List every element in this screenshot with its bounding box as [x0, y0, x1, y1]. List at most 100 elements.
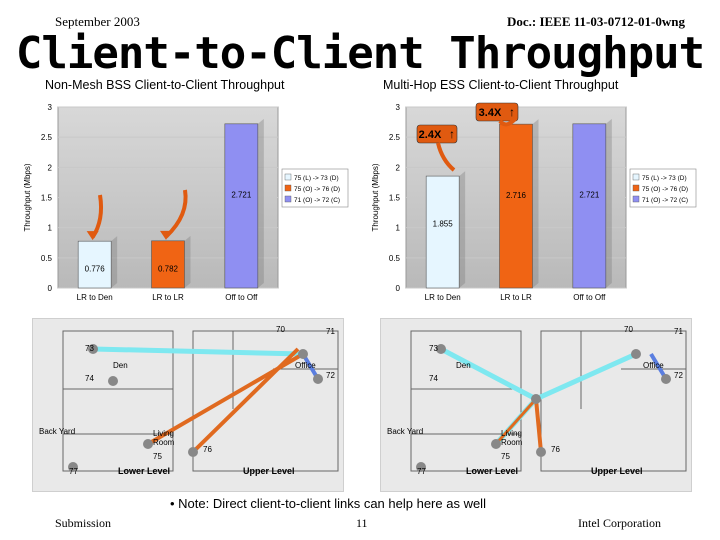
y-tick-label: 0.5: [41, 254, 53, 263]
footer-company: Intel Corporation: [578, 516, 661, 530]
bar: [151, 240, 185, 289]
legend-box: [281, 168, 349, 208]
bar: [425, 175, 460, 289]
node-71: 71: [674, 327, 683, 336]
y-tick-label: 1: [396, 224, 401, 233]
bar-value-label: 1.855: [433, 219, 454, 228]
bar-side: [111, 236, 118, 288]
legend-entry: 71 (O) -> 72 (C): [642, 197, 688, 204]
x-tick-label: Off to Off: [225, 293, 258, 302]
y-axis-label: Throughput (Mbps): [23, 163, 32, 231]
legend-swatch: [632, 195, 640, 203]
legend-entry: 75 (L) -> 73 (D): [294, 175, 339, 182]
note-text: • Note: Direct client-to-client links ca…: [170, 496, 486, 511]
up-arrow-icon: ↑: [509, 105, 515, 119]
legend-swatch: [632, 184, 640, 192]
footer-submission: Submission: [55, 516, 112, 530]
living-room-label: Living Room: [153, 429, 175, 447]
bar-side: [459, 171, 466, 288]
footer-page-number: 11: [356, 516, 368, 530]
bar: [499, 123, 533, 289]
callout-box: [475, 102, 519, 122]
bar-value-label: 2.721: [231, 191, 252, 200]
up-arrow-icon: ↑: [449, 127, 455, 141]
legend-swatch: [284, 195, 292, 203]
node-73: 73: [429, 344, 438, 353]
den-label: Den: [113, 361, 128, 370]
date-label: September 2003: [55, 14, 140, 29]
back-yard-label: Back Yard: [387, 427, 424, 436]
y-tick-label: 3: [48, 103, 53, 112]
bar-value-label: 2.716: [506, 191, 527, 200]
node-77: 77: [417, 467, 426, 476]
bar-value-label: 2.721: [579, 191, 600, 200]
chart-1-title: Non-Mesh BSS Client-to-Client Throughput: [45, 78, 285, 92]
chart-2-title: Multi-Hop ESS Client-to-Client Throughpu…: [383, 78, 619, 92]
annotation-arrow: [498, 116, 518, 127]
office-label: Office: [643, 361, 664, 370]
x-tick-label: LR to LR: [152, 293, 184, 302]
node-75: 75: [501, 452, 510, 461]
node-74: 74: [429, 374, 438, 383]
den-label: Den: [456, 361, 471, 370]
y-tick-label: 2: [396, 163, 401, 172]
living-room-label: Living Room: [501, 429, 523, 447]
floorplan-right: 70 71 73 Den 74 72 Office Back Yard Livi…: [380, 318, 692, 492]
x-tick-label: Off to Off: [573, 293, 606, 302]
upper-level-label: Upper Level: [243, 466, 295, 476]
document-id: Doc.: IEEE 11-03-0712-01-0wng: [506, 14, 685, 29]
node-76: 76: [203, 445, 212, 454]
legend-entry: 75 (L) -> 73 (D): [642, 175, 687, 182]
node-74: 74: [85, 374, 94, 383]
lower-level-label: Lower Level: [118, 466, 171, 476]
floorplan-left-drawing: [62, 330, 339, 472]
node-71: 71: [326, 327, 335, 336]
node-70: 70: [624, 325, 633, 334]
x-tick-label: LR to Den: [77, 293, 113, 302]
legend-entry: 75 (O) -> 76 (D): [642, 186, 688, 193]
slide-title: Client-to-Client Throughput: [15, 28, 705, 79]
legend-box: [629, 168, 697, 208]
y-tick-label: 2: [48, 163, 53, 172]
y-tick-label: 1: [48, 224, 53, 233]
y-tick-label: 0: [396, 284, 401, 293]
callout-2-4x: 2.4X: [419, 129, 442, 141]
node-73: 73: [85, 344, 94, 353]
node-75: 75: [153, 452, 162, 461]
upper-level-label: Upper Level: [591, 466, 643, 476]
node-77: 77: [69, 467, 78, 476]
bar: [572, 123, 607, 289]
x-tick-label: LR to Den: [425, 293, 461, 302]
bar-side: [532, 119, 539, 288]
y-tick-label: 1.5: [389, 194, 401, 203]
y-tick-label: 0: [48, 284, 53, 293]
non-mesh-bar-chart: 0 0.5 1 1.5 2 2.5 3 Throughput (Mbps) 0.776 LR to…: [23, 103, 349, 302]
node-76: 76: [551, 445, 560, 454]
bar-side: [605, 118, 612, 288]
legend-swatch: [284, 173, 292, 181]
y-axis-label: Throughput (Mbps): [371, 163, 380, 231]
bar-value-label: 0.776: [85, 265, 106, 274]
floorplan-left: 70 71 73 Den 74 72 Office Back Yard Livi…: [32, 318, 344, 492]
multi-hop-bar-chart: 0 0.5 1 1.5 2 2.5 3 Throughput (Mbps) 1.855 LR to…: [371, 102, 697, 302]
bar: [77, 240, 112, 289]
arrow-head: [86, 231, 99, 241]
callout-3-4x: 3.4X: [479, 107, 502, 119]
y-tick-label: 3: [396, 103, 401, 112]
bar: [224, 123, 259, 289]
y-tick-label: 2.5: [41, 133, 53, 142]
back-yard-label: Back Yard: [39, 427, 76, 436]
y-tick-label: 0.5: [389, 254, 401, 263]
arrow-head: [160, 230, 172, 240]
node-70: 70: [276, 325, 285, 334]
x-tick-label: LR to LR: [500, 293, 532, 302]
callout-box: [416, 124, 458, 144]
legend-swatch: [284, 184, 292, 192]
y-tick-label: 1.5: [41, 194, 53, 203]
annotation-arrow: [436, 142, 456, 172]
lower-level-label: Lower Level: [466, 466, 519, 476]
floorplan-right-drawing: [410, 330, 687, 472]
y-tick-label: 2.5: [389, 133, 401, 142]
bar-side: [257, 118, 264, 288]
bar-value-label: 0.782: [158, 264, 179, 273]
